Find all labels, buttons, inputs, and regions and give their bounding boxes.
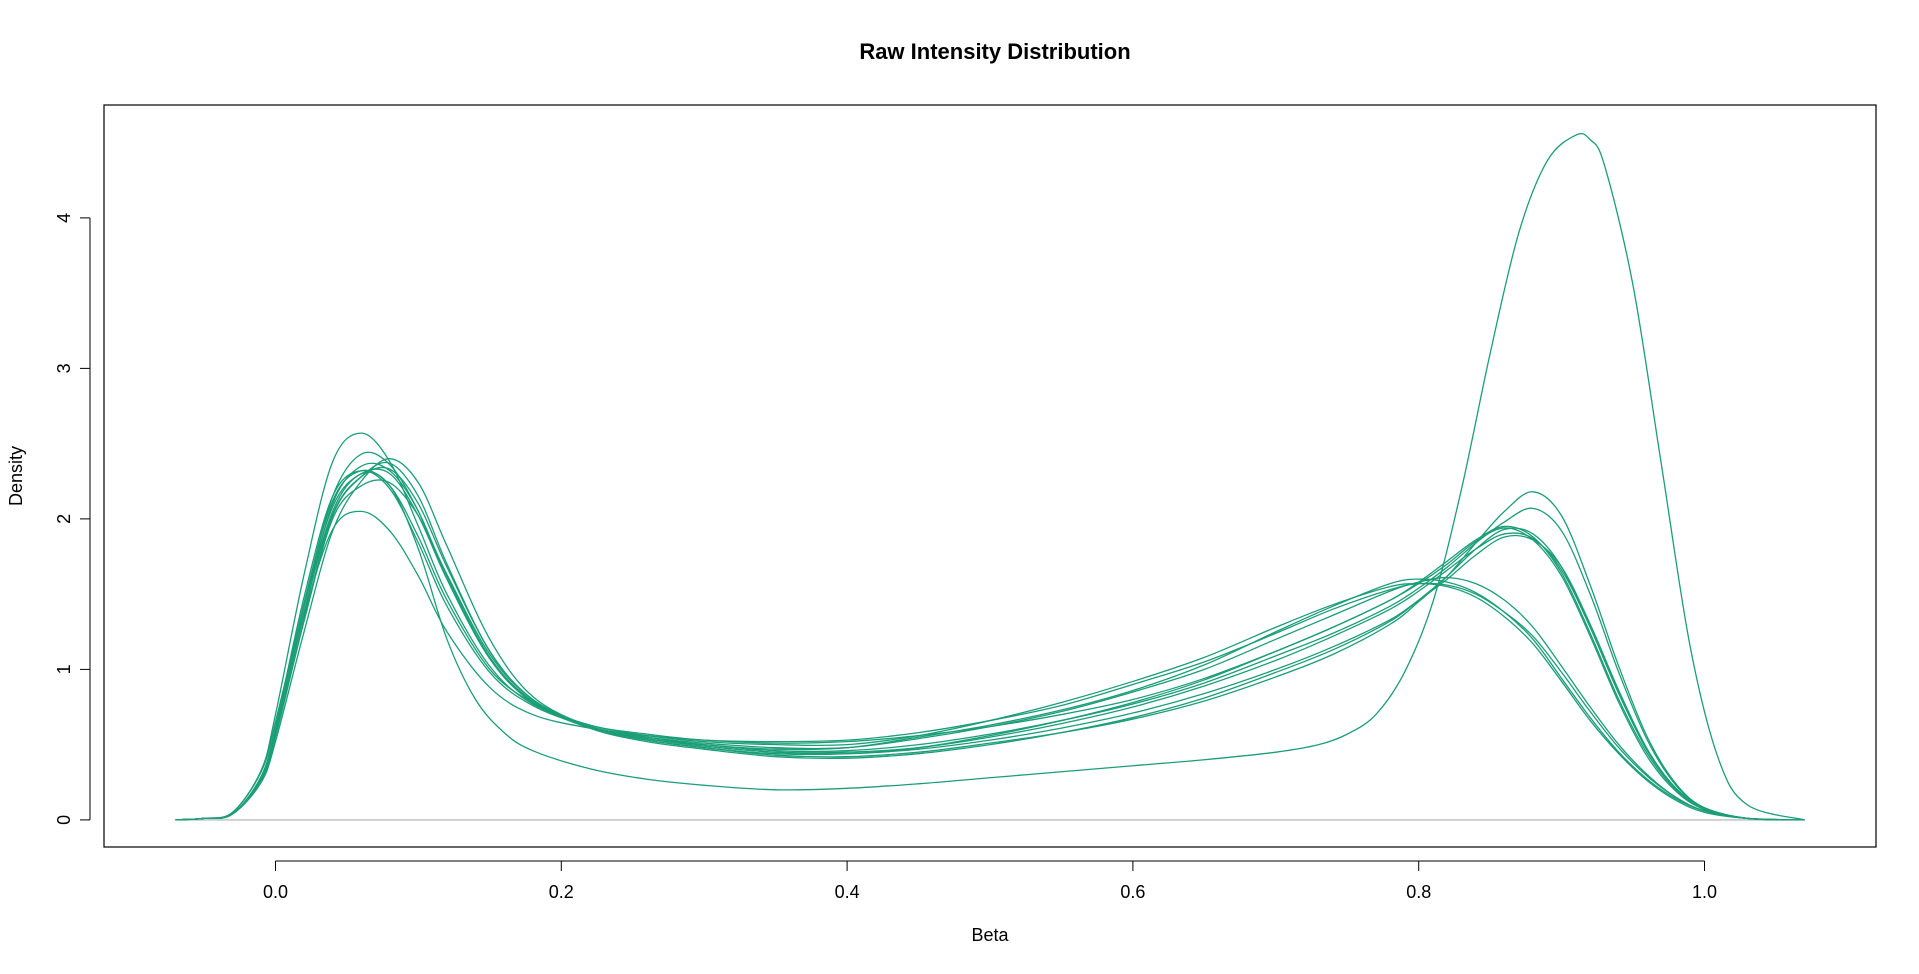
x-tick-label: 0.0 (263, 882, 288, 902)
density-line-7 (175, 458, 1805, 821)
density-line-12 (175, 132, 1805, 821)
density-line-10 (175, 466, 1805, 821)
y-tick-label: 4 (54, 213, 74, 223)
y-axis-title: Density (6, 446, 26, 506)
density-line-11 (175, 469, 1805, 821)
plot-frame (103, 104, 1877, 848)
x-axis-title: Beta (971, 925, 1009, 945)
y-axis: 0 1 2 3 4 (54, 213, 91, 825)
y-tick-label: 0 (54, 815, 74, 825)
x-tick-label: 0.2 (549, 882, 574, 902)
density-line-2 (175, 432, 1805, 821)
chart-title: Raw Intensity Distribution (859, 39, 1130, 64)
density-line-4 (175, 470, 1805, 821)
y-tick-label: 1 (54, 664, 74, 674)
x-tick-label: 0.8 (1406, 882, 1431, 902)
x-tick-label: 0.6 (1120, 882, 1145, 902)
x-tick-label: 0.4 (835, 882, 860, 902)
density-line-8 (175, 479, 1805, 821)
y-tick-label: 2 (54, 514, 74, 524)
y-tick-label: 3 (54, 363, 74, 373)
x-axis: 0.0 0.2 0.4 0.6 0.8 1.0 (263, 860, 1717, 902)
x-tick-label: 1.0 (1692, 882, 1717, 902)
density-lines (175, 132, 1805, 821)
density-line-9 (175, 468, 1805, 821)
density-line-6 (175, 462, 1805, 821)
